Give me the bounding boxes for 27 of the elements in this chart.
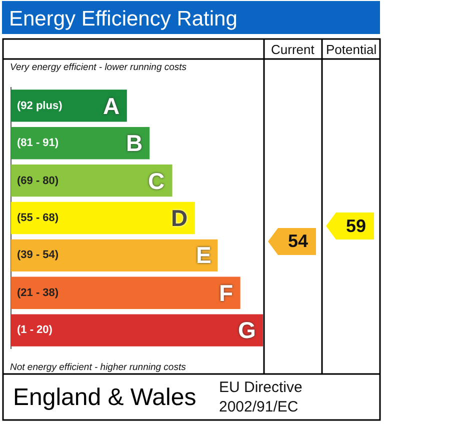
text: Not energy efficient - higher running costs xyxy=(10,362,186,373)
annotation: (1 - 20) xyxy=(17,324,53,336)
text: Potential xyxy=(326,42,377,57)
annotation: (55 - 68) xyxy=(17,212,59,224)
y-tick-label: B xyxy=(126,130,143,156)
bar xyxy=(11,276,240,309)
annotation: (81 - 91) xyxy=(17,137,59,149)
annotation: (39 - 54) xyxy=(17,249,59,261)
y-tick-label: A xyxy=(103,93,120,119)
text: EU Directive 2002/91/EC xyxy=(219,379,302,416)
text: Current xyxy=(271,42,315,57)
text: 59 xyxy=(346,216,366,236)
y-tick-label: E xyxy=(196,242,212,268)
annotation: (69 - 80) xyxy=(17,175,59,187)
bar xyxy=(11,239,218,272)
annotation: (21 - 38) xyxy=(17,287,59,299)
y-tick-label: D xyxy=(171,205,188,231)
text: England & Wales xyxy=(13,384,196,411)
chart-title: Energy Efficiency Rating xyxy=(9,7,238,30)
text: Very energy efficient - lower running costs xyxy=(10,62,187,73)
bar xyxy=(11,202,195,234)
annotation: (92 plus) xyxy=(17,100,63,112)
y-tick-label: F xyxy=(219,280,234,306)
bar xyxy=(11,314,263,346)
text: 54 xyxy=(288,231,308,251)
y-tick-label: G xyxy=(238,317,256,343)
y-tick-label: C xyxy=(148,168,165,194)
